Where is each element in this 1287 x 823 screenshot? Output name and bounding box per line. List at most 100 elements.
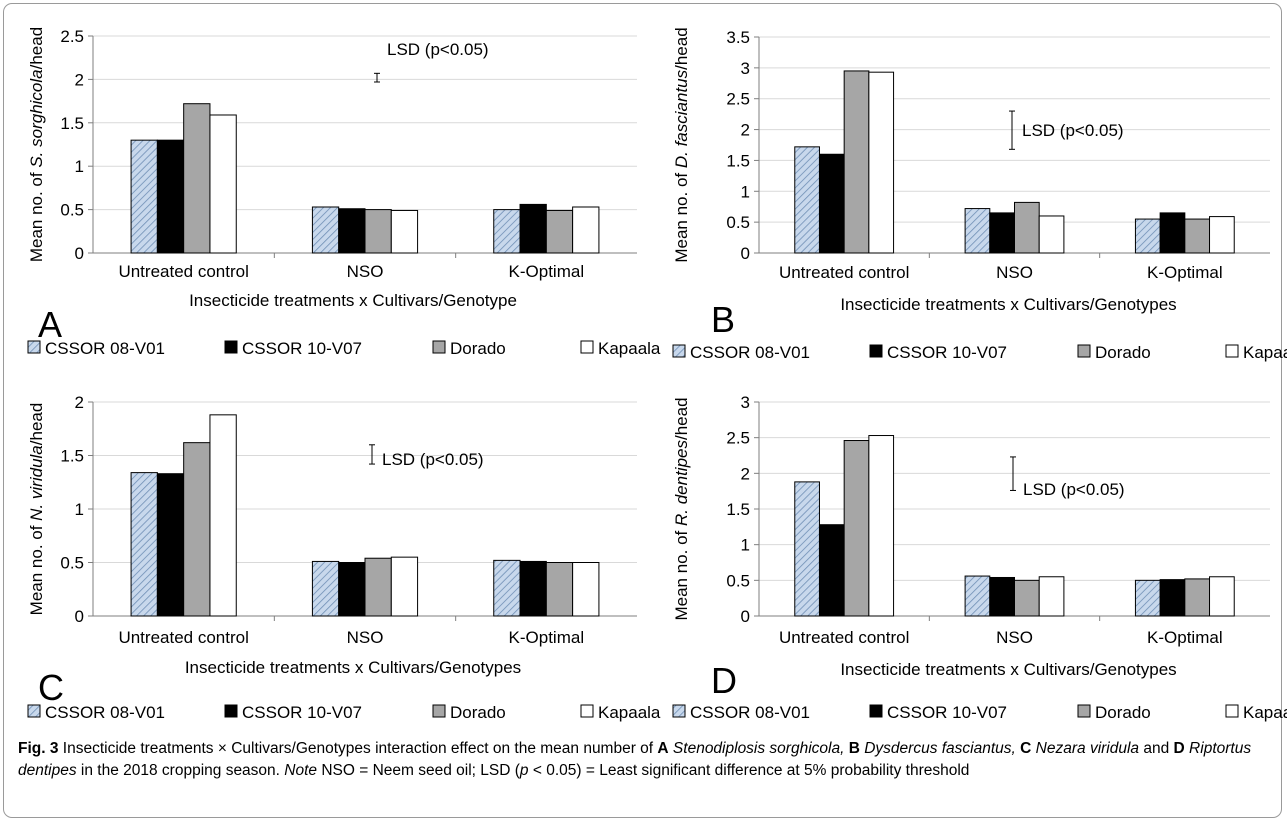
legend-label-cssor-10-v07: CSSOR 10-V07 — [887, 343, 1007, 362]
bar-dorado-nso — [364, 557, 392, 617]
y-tick-label: 0.5 — [60, 554, 84, 573]
x-axis-title: Insecticide treatments x Cultivars/Genot… — [840, 660, 1176, 679]
legend-label-dorado: Dorado — [1095, 343, 1151, 362]
bar-dorado-untreated-control — [183, 103, 211, 254]
bar-kapaala-untreated-control — [868, 71, 895, 254]
y-tick-label: 0 — [75, 607, 84, 626]
legend-label-cssor-08-v01: CSSOR 08-V01 — [45, 703, 165, 722]
legend-swatch-cssor-10-v07 — [869, 344, 883, 358]
y-axis-title: Mean no. of R. dentipes/head — [672, 397, 691, 620]
bar-cssor-10-v07-k-optimal — [519, 203, 547, 254]
caption-part: p — [519, 762, 529, 779]
bar-cssor-08-v01-nso — [964, 575, 991, 617]
y-tick-label: 2 — [75, 393, 84, 412]
chart-panel-d: 0 0.5 1 1.5 2 2.5 3 Untreated control NSO K-Optim… — [672, 393, 1287, 722]
panel-letter: A — [38, 304, 62, 345]
y-tick-label: 1.5 — [60, 447, 84, 466]
legend-label-cssor-08-v01: CSSOR 08-V01 — [690, 343, 810, 362]
bar-dorado-k-optimal — [1184, 578, 1211, 617]
legend-swatch-cssor-10-v07 — [224, 704, 238, 718]
caption-part: Dysdercus fasciantus, — [859, 740, 1016, 757]
y-tick-label: 0 — [75, 244, 84, 263]
legend-label-kapaala: Kapaala — [598, 703, 661, 722]
bar-cssor-10-v07-nso — [338, 208, 366, 254]
y-tick-label: 2 — [741, 121, 750, 140]
caption-part: Stenodiplosis sorghicola, — [668, 740, 845, 757]
y-tick-label: 2 — [75, 70, 84, 89]
legend-label-cssor-10-v07: CSSOR 10-V07 — [887, 703, 1007, 722]
x-axis-title: Insecticide treatments x Cultivars/Genot… — [185, 658, 521, 677]
x-category-label: K-Optimal — [509, 262, 585, 281]
bar-kapaala-nso — [1038, 576, 1065, 617]
legend-swatch-cssor-10-v07 — [869, 704, 883, 718]
lsd-error-bar — [374, 72, 380, 83]
legend-label-dorado: Dorado — [1095, 703, 1151, 722]
bar-cssor-10-v07-k-optimal — [1159, 579, 1186, 617]
y-axis-title: Mean no. of S. sorghicola/head — [27, 27, 46, 262]
figure-caption: Fig. 3 Insecticide treatments × Cultivar… — [18, 738, 1268, 782]
bar-dorado-nso — [364, 209, 392, 254]
bar-cssor-08-v01-k-optimal — [1134, 579, 1161, 617]
y-tick-label: 1 — [75, 500, 84, 519]
legend-swatch-kapaala — [580, 340, 594, 354]
lsd-error-bar — [369, 444, 375, 465]
caption-part: Riptortus dentipes — [18, 740, 1252, 779]
bar-cssor-08-v01-untreated-control — [794, 146, 820, 254]
y-axis-title: Mean no. of N. viridula/head — [27, 403, 46, 616]
legend-swatch-cssor-08-v01 — [672, 344, 686, 358]
bar-dorado-untreated-control — [843, 440, 870, 617]
bar-cssor-08-v01-k-optimal — [1134, 218, 1161, 254]
bar-cssor-08-v01-untreated-control — [130, 139, 158, 254]
bar-kapaala-k-optimal — [1209, 216, 1235, 254]
bar-cssor-10-v07-untreated-control — [156, 473, 185, 617]
x-category-label: Untreated control — [118, 262, 248, 281]
x-category-label: NSO — [996, 628, 1033, 647]
bar-cssor-10-v07-k-optimal — [519, 560, 547, 617]
bar-cssor-08-v01-untreated-control — [130, 472, 158, 617]
legend-label-kapaala: Kapaala — [1243, 343, 1287, 362]
x-category-label: Untreated control — [779, 628, 909, 647]
legend-swatch-dorado — [1077, 704, 1091, 718]
chart-panel-b: 0 0.5 1 1.5 2 2.5 3 3.5 Untreated control NSO K-Op… — [672, 27, 1287, 362]
legend-label-kapaala: Kapaala — [1243, 703, 1287, 722]
chart-panel-c: 0 0.5 1 1.5 2 Untreated control NSO K-Optimal In… — [27, 393, 661, 722]
legend-swatch-cssor-08-v01 — [672, 704, 686, 718]
lsd-label: LSD (p<0.05) — [1023, 480, 1125, 499]
lsd-label: LSD (p<0.05) — [382, 450, 484, 469]
y-tick-label: 3.5 — [726, 28, 750, 47]
bar-dorado-nso — [1014, 201, 1040, 254]
bar-cssor-08-v01-k-optimal — [493, 209, 521, 254]
bar-cssor-10-v07-k-optimal — [1159, 212, 1186, 254]
legend-swatch-cssor-08-v01 — [27, 704, 41, 718]
bar-cssor-10-v07-untreated-control — [818, 524, 845, 617]
figure-frame — [3, 3, 1282, 818]
lsd-error-bar — [1010, 456, 1016, 491]
x-category-label: Untreated control — [779, 263, 909, 282]
y-tick-label: 1 — [741, 182, 750, 201]
y-tick-label: 0.5 — [60, 201, 84, 220]
x-axis-title: Insecticide treatments x Cultivars/Genot… — [840, 295, 1176, 314]
legend-swatch-kapaala — [580, 704, 594, 718]
caption-part: in the 2018 cropping season. — [76, 762, 285, 779]
bar-cssor-08-v01-nso — [311, 560, 340, 617]
bar-dorado-k-optimal — [545, 562, 574, 617]
legend-swatch-cssor-10-v07 — [224, 340, 238, 354]
caption-part: < 0.05) = Least significant difference a… — [528, 762, 970, 779]
y-tick-label: 1 — [75, 157, 84, 176]
bar-kapaala-k-optimal — [572, 562, 600, 617]
lsd-error-bar — [1009, 110, 1015, 150]
legend-label-cssor-08-v01: CSSOR 08-V01 — [690, 703, 810, 722]
caption-part: Nezara viridula — [1031, 740, 1140, 757]
y-tick-label: 3 — [741, 59, 750, 78]
y-tick-label: 1 — [741, 536, 750, 555]
bar-cssor-10-v07-nso — [989, 212, 1015, 254]
bar-cssor-08-v01-nso — [311, 206, 340, 254]
bar-cssor-08-v01-nso — [964, 208, 991, 254]
legend-label-cssor-08-v01: CSSOR 08-V01 — [45, 339, 165, 358]
bar-dorado-nso — [1014, 579, 1040, 617]
caption-part: B — [848, 740, 860, 757]
legend-swatch-dorado — [432, 340, 446, 354]
bar-kapaala-k-optimal — [1209, 576, 1235, 617]
legend-label-cssor-10-v07: CSSOR 10-V07 — [242, 703, 362, 722]
caption-part: Insecticide treatments × Cultivars/Genot… — [58, 740, 658, 757]
